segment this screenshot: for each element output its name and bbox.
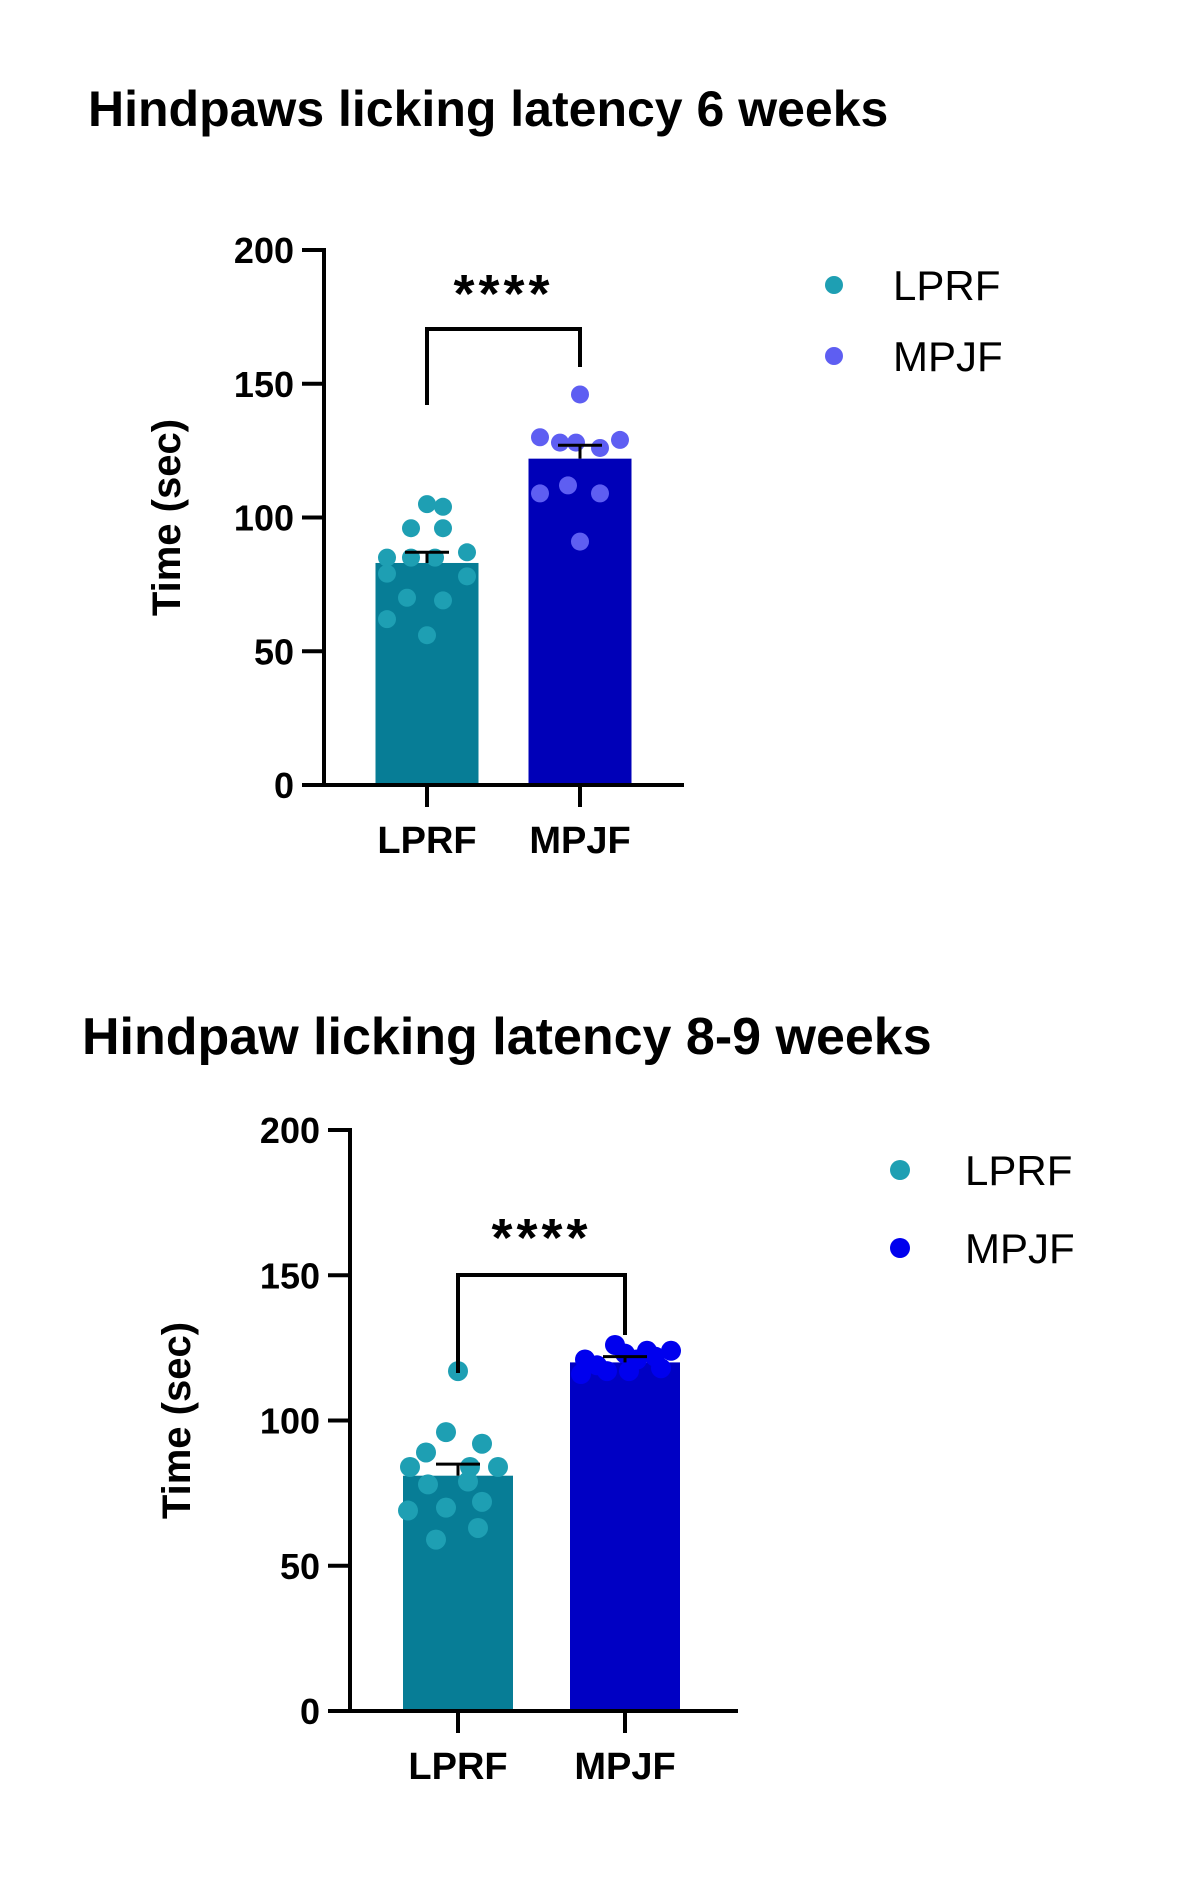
- data-point: [531, 484, 549, 503]
- data-point: [400, 1456, 420, 1477]
- significance-bracket: [456, 1273, 627, 1373]
- bar-lprf: [375, 562, 479, 785]
- data-point: [472, 1491, 492, 1512]
- y-tick-label: 100: [234, 498, 294, 539]
- data-point: [571, 532, 589, 551]
- y-tick-label: 0: [274, 765, 294, 806]
- y-axis-title: Time (sec): [145, 419, 189, 616]
- data-point: [418, 1474, 438, 1495]
- data-point: [378, 610, 396, 629]
- significance-label: ****: [453, 264, 553, 324]
- legend-marker: [890, 1160, 910, 1180]
- y-tick-label: 50: [254, 631, 294, 672]
- bar-mpjf: [528, 458, 632, 785]
- data-point: [378, 548, 396, 567]
- y-tick-label: 150: [234, 364, 294, 405]
- y-tick-label: 200: [260, 1110, 320, 1151]
- data-point: [458, 567, 476, 586]
- y-tick-label: 100: [260, 1401, 320, 1442]
- data-point: [434, 591, 452, 610]
- legend-label: MPJF: [893, 333, 1003, 380]
- data-point: [468, 1517, 488, 1538]
- data-point: [611, 430, 629, 449]
- significance-label: ****: [491, 1208, 591, 1268]
- x-tick-label: MPJF: [529, 820, 630, 862]
- data-point: [531, 428, 549, 447]
- data-point: [458, 543, 476, 562]
- data-point: [398, 1500, 418, 1521]
- legend-label: LPRF: [965, 1147, 1072, 1194]
- data-point: [551, 433, 569, 452]
- significance-bracket: [425, 327, 582, 405]
- data-point: [436, 1497, 456, 1518]
- y-tick-label: 0: [300, 1691, 320, 1732]
- data-point: [472, 1433, 492, 1454]
- data-point: [619, 1361, 639, 1382]
- legend-marker: [825, 276, 843, 294]
- bar-mpjf: [570, 1362, 680, 1711]
- legend-label: LPRF: [893, 262, 1000, 309]
- data-point: [398, 588, 416, 607]
- y-tick-label: 50: [280, 1546, 320, 1587]
- data-point: [571, 385, 589, 404]
- data-point: [597, 1361, 617, 1382]
- y-tick-label: 150: [260, 1255, 320, 1296]
- bar-chart-6-weeks: 0 50 100 150 200 LPRF MPJF Time (sec) **** LPRF MP…: [145, 230, 1003, 862]
- data-point: [418, 495, 436, 514]
- data-point: [436, 1422, 456, 1443]
- data-point: [571, 1364, 591, 1385]
- chart-title: Hindpaw licking latency 8-9 weeks: [82, 1008, 932, 1066]
- legend-marker: [825, 347, 843, 365]
- data-point: [378, 564, 396, 583]
- data-point: [651, 1358, 671, 1379]
- x-tick-label: LPRF: [377, 820, 476, 862]
- data-point: [402, 519, 420, 538]
- data-point: [434, 519, 452, 538]
- x-tick-label: LPRF: [408, 1746, 507, 1788]
- legend-marker: [890, 1238, 910, 1258]
- legend-label: MPJF: [965, 1225, 1075, 1272]
- chart-title: Hindpaws licking latency 6 weeks: [88, 81, 889, 137]
- data-point: [591, 484, 609, 503]
- data-point: [418, 626, 436, 645]
- y-tick-label: 200: [234, 230, 294, 271]
- data-point: [416, 1442, 436, 1463]
- x-tick-label: MPJF: [574, 1746, 675, 1788]
- data-point: [426, 1529, 446, 1550]
- data-point: [488, 1456, 508, 1477]
- data-point: [458, 1471, 478, 1492]
- bar-lprf: [403, 1475, 513, 1711]
- data-point: [591, 438, 609, 457]
- data-point: [559, 476, 577, 495]
- data-point: [661, 1340, 681, 1361]
- data-point: [434, 497, 452, 516]
- y-axis-title: Time (sec): [155, 1322, 199, 1519]
